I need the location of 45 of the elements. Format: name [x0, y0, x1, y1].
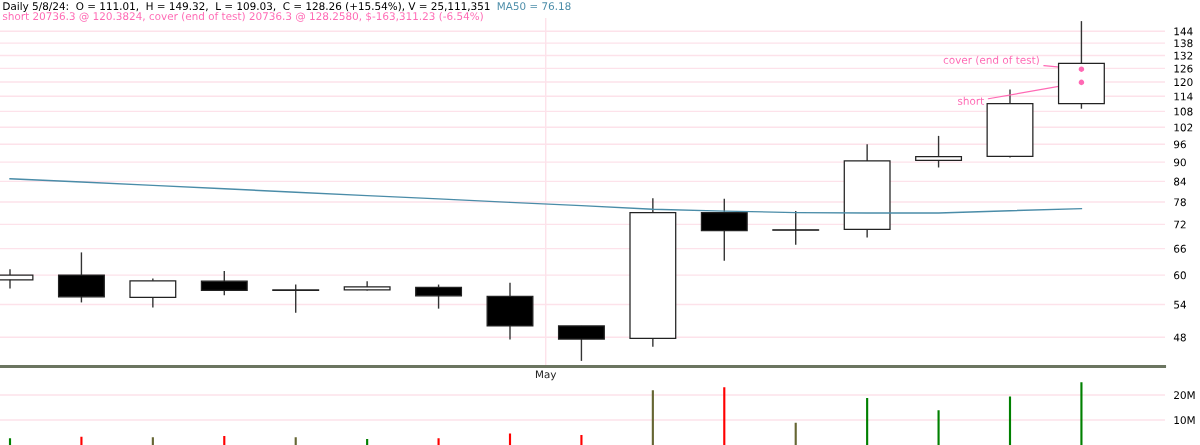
- bar: [366, 439, 369, 445]
- bar: [294, 437, 297, 445]
- y-tick-label: 138: [1174, 39, 1193, 48]
- y-tick-label: 10M: [1174, 416, 1195, 425]
- y-tick-label: 126: [1174, 64, 1193, 73]
- y-tick-label: 20M: [1174, 391, 1195, 400]
- bar: [794, 422, 797, 445]
- y-tick-label: 48: [1173, 333, 1186, 342]
- bar: [651, 390, 654, 445]
- bar: [866, 398, 869, 445]
- bar: [580, 435, 583, 445]
- y-tick-label: 60: [1174, 271, 1186, 280]
- y-tick-label: 78: [1174, 198, 1186, 207]
- y-tick-label: 132: [1174, 51, 1193, 60]
- y-tick-label: 66: [1174, 244, 1186, 253]
- candlestick: [915, 135, 963, 169]
- text: MA50 = 76.18: [497, 2, 571, 11]
- bar: [1080, 382, 1083, 445]
- y-tick-label: 54: [1174, 300, 1186, 309]
- bar: [437, 438, 440, 445]
- bar: [1008, 396, 1012, 445]
- line-series: [9, 178, 1083, 214]
- y-tick-label: 144: [1174, 27, 1193, 36]
- candlestick: [772, 210, 820, 246]
- bar: [223, 436, 226, 445]
- annotation: May: [535, 370, 557, 381]
- annotation: short: [958, 96, 984, 105]
- y-tick-label: 72: [1174, 220, 1186, 229]
- chart-subtitle: short 20736.3 @ 120.3824, cover (end of test) 20736.3 @ 128.2580, $-163,311.23 (-6.54%): [2, 12, 483, 22]
- y-tick-label: 96: [1173, 140, 1186, 149]
- bar: [937, 410, 940, 445]
- bar: [508, 433, 512, 445]
- bar: [723, 387, 726, 445]
- y-tick-label: 108: [1174, 107, 1193, 116]
- chart-title: Daily 5/8/24: O = 111.01, H = 149.32, L = 109.03, C = 128.26 (+15.54%), V = 25,111,351: [3, 2, 490, 13]
- bar: [80, 436, 83, 445]
- y-tick-label: 90: [1173, 158, 1186, 167]
- y-tick-label: 102: [1174, 123, 1193, 132]
- annotation: cover (end of test): [943, 55, 1039, 66]
- y-tick-label: 120: [1174, 78, 1193, 87]
- y-tick-label: 84: [1174, 177, 1186, 186]
- bar: [8, 438, 12, 445]
- candlestick: [272, 283, 320, 314]
- y-tick-label: 114: [1174, 92, 1193, 101]
- bar: [151, 437, 154, 445]
